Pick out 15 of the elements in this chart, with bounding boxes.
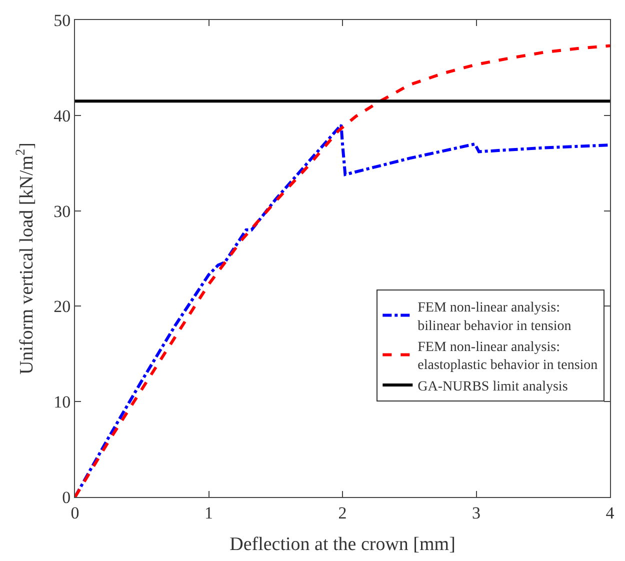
y-tick-label: 20 [54,297,71,316]
legend-label: FEM non-linear analysis: bilinear behavior in tension [418,300,572,334]
x-tick-label: 1 [204,503,213,522]
line-series [75,44,610,497]
legend-label: GA-NURBS limit analysis [418,379,568,394]
x-tick-label: 3 [472,503,480,522]
legend-label: FEM non-linear analysis: elastoplastic behavior in tension [418,340,598,374]
x-tick-label: 4 [606,503,615,522]
x-tick-label: 2 [338,503,347,522]
y-tick-label: 0 [62,488,71,507]
y-tick-label: 40 [54,106,71,126]
y-tick-label: 10 [54,392,71,412]
y-tick-label: 50 [54,10,71,30]
y-tick-label: 30 [54,202,71,221]
x-axis-title: Deflection at the crown [mm] [230,534,456,556]
